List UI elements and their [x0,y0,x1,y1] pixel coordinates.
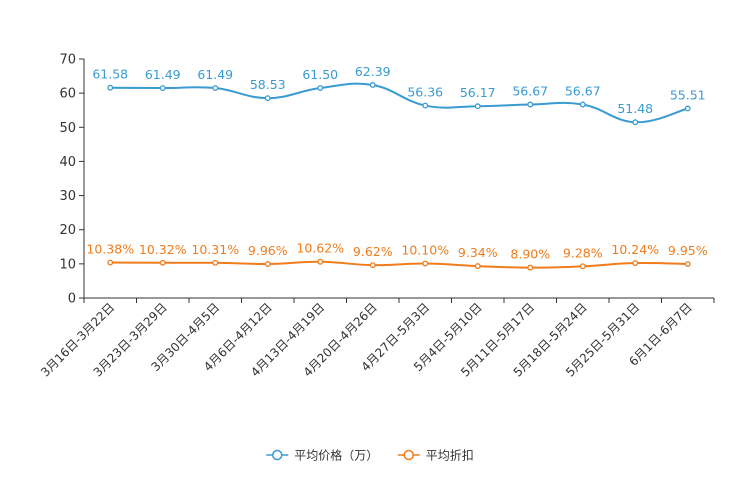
data-label: 58.53 [250,77,286,92]
data-label: 9.96% [248,243,288,258]
y-tick-label: 60 [59,87,76,102]
data-label: 56.67 [565,84,601,99]
data-point [474,103,481,110]
data-point [264,95,271,102]
y-tick-label: 10 [59,257,76,272]
data-point [474,263,481,270]
data-label: 55.51 [670,87,706,102]
data-point [684,261,691,267]
y-tick-label: 0 [68,292,76,307]
data-label: 9.28% [563,245,603,260]
y-tick-label: 40 [59,155,76,170]
series-line-2 [110,260,688,269]
data-point [684,105,691,112]
legend-label-1: 平均价格（万） [294,448,378,463]
data-label: 10.62% [296,241,344,256]
data-label: 56.67 [512,84,548,99]
data-point [527,101,534,108]
legend-label-2: 平均折扣 [426,448,474,463]
data-label: 61.49 [145,67,181,82]
series-line-1 [110,82,689,124]
y-tick-label: 30 [59,189,76,204]
data-label: 56.17 [460,85,496,100]
data-point [369,262,376,269]
data-label: 61.49 [197,67,233,82]
data-point [422,260,429,267]
data-point [632,119,639,126]
data-point [632,260,639,266]
data-label: 10.31% [191,242,239,257]
data-point [107,84,114,91]
data-label: 61.58 [92,67,128,82]
data-point [212,85,219,92]
data-point [422,102,429,109]
data-label: 62.39 [355,64,391,79]
data-point [212,259,219,266]
legend-marker-2 [403,449,414,461]
data-label: 10.10% [401,243,449,258]
data-point [159,259,166,266]
data-point [317,85,324,91]
data-label: 51.48 [617,101,653,116]
data-label: 10.32% [139,242,187,257]
data-point [527,264,534,271]
data-point [579,263,586,270]
y-tick-label: 70 [59,53,76,68]
data-point [264,261,271,267]
data-label: 10.38% [86,242,134,257]
legend-marker-1 [272,449,283,461]
data-point [579,101,586,108]
data-label: 9.62% [353,244,393,259]
y-tick-label: 50 [59,121,76,136]
data-point [317,258,324,265]
data-label: 8.90% [510,247,550,262]
data-label: 61.50 [302,67,338,82]
data-point [369,82,376,88]
data-point [159,85,166,92]
y-tick-label: 20 [59,223,76,238]
data-label: 56.36 [407,85,443,100]
data-label: 10.24% [611,242,659,257]
data-label: 9.95% [668,243,708,258]
data-point [107,259,114,266]
data-label: 9.34% [458,245,498,260]
